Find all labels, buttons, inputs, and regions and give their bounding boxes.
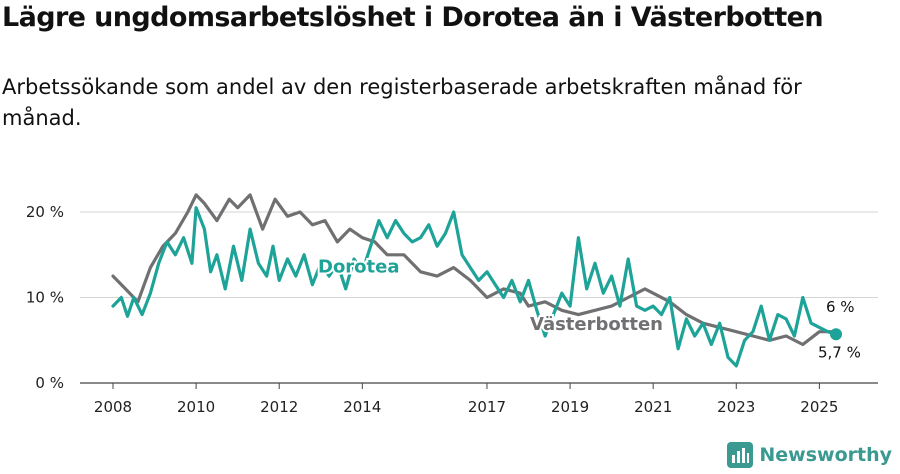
y-tick-label: 10 % <box>26 289 64 307</box>
x-tick-label: 2023 <box>717 398 755 416</box>
gridlines <box>80 211 878 384</box>
x-axis: 2008 2010 2012 2014 2017 2019 2021 2023 2025 <box>94 383 838 416</box>
bar-chart-logo-icon <box>727 442 754 468</box>
x-tick-label: 2014 <box>343 398 381 416</box>
x-tick-label: 2012 <box>260 398 298 416</box>
brand: Newsworthy <box>727 442 892 468</box>
x-tick-label: 2025 <box>800 398 838 416</box>
brand-name: Newsworthy <box>759 444 892 466</box>
x-tick-label: 2019 <box>551 398 589 416</box>
x-tick-label: 2010 <box>177 398 215 416</box>
x-tick-label: 2017 <box>468 398 506 416</box>
x-tick-label: 2008 <box>94 398 132 416</box>
series-label-vasterbotten: Västerbotten <box>530 314 663 335</box>
end-label-dorotea: 5,7 % <box>818 343 861 361</box>
chart-subtitle: Arbetssökande som andel av den registerb… <box>2 75 802 130</box>
y-axis-ticks: 0 % 10 % 20 % <box>26 203 64 392</box>
y-tick-label: 0 % <box>35 374 64 392</box>
series-lines <box>111 193 842 368</box>
y-tick-label: 20 % <box>26 203 64 221</box>
x-tick-label: 2021 <box>634 398 672 416</box>
chart-title: Lägre ungdomsarbetslöshet i Dorotea än i… <box>2 2 824 33</box>
series-label-dorotea: Dorotea <box>318 257 400 278</box>
end-label-vasterbotten: 6 % <box>826 298 855 316</box>
series-line-dorotea <box>111 206 838 368</box>
series-line-västerbotten <box>111 193 838 347</box>
end-point-dorotea <box>830 328 842 341</box>
series-labels: Västerbotten Dorotea 6 % 5,7 % <box>316 255 861 362</box>
line-chart: 0 % 10 % 20 % 2008 2010 2012 2014 2017 2019 2021… <box>26 193 878 416</box>
